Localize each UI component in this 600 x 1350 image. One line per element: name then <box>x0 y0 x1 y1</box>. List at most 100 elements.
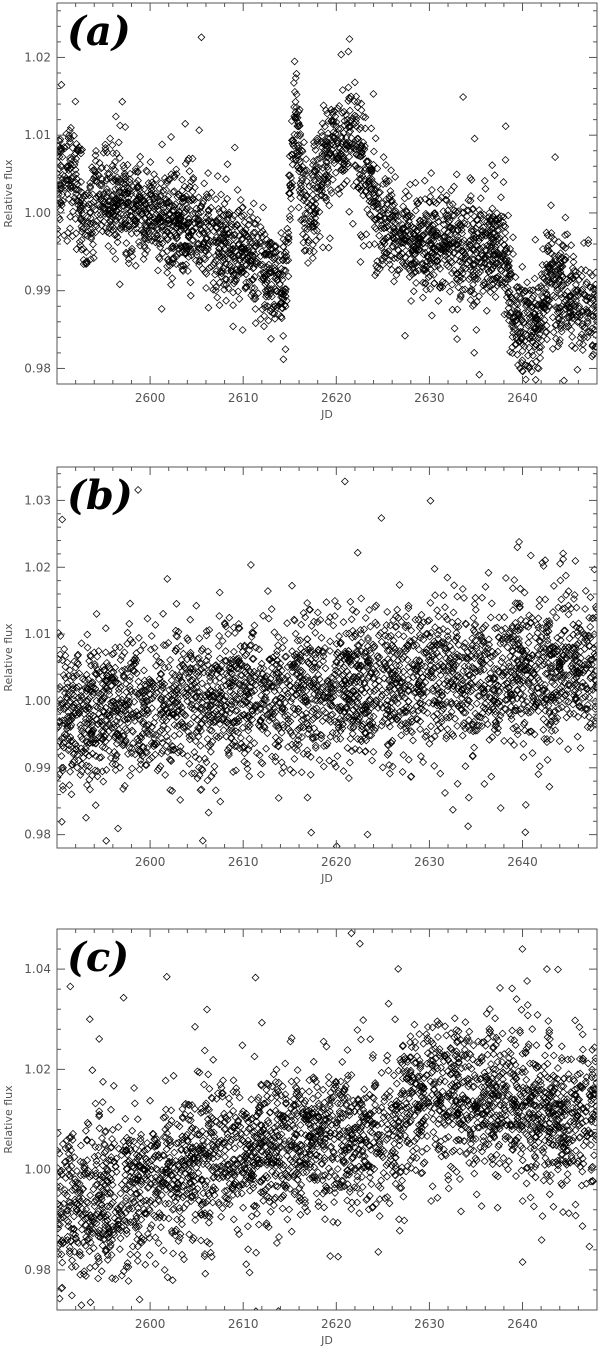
data-point <box>529 694 538 703</box>
data-point <box>367 167 376 176</box>
data-point <box>270 302 279 311</box>
data-point <box>251 672 260 681</box>
data-point <box>178 265 187 274</box>
data-point <box>145 198 154 207</box>
data-point <box>271 248 280 257</box>
data-point <box>385 722 394 731</box>
data-point <box>397 689 406 697</box>
data-point <box>230 231 239 240</box>
data-point <box>349 722 358 731</box>
data-point <box>470 236 479 244</box>
data-point <box>528 294 536 303</box>
data-point <box>290 113 299 122</box>
data-point <box>370 726 379 735</box>
data-point <box>387 252 396 261</box>
data-point <box>61 176 70 185</box>
data-point <box>378 717 387 726</box>
data-point <box>194 216 203 225</box>
data-point <box>287 194 295 203</box>
data-point <box>283 619 292 628</box>
data-point <box>259 263 268 272</box>
data-point <box>311 743 320 752</box>
data-point <box>311 214 320 223</box>
data-point <box>527 303 536 312</box>
data-point <box>108 207 117 216</box>
data-point <box>323 177 332 186</box>
data-point <box>57 180 65 189</box>
data-point <box>72 742 81 751</box>
data-point <box>556 275 565 284</box>
data-point <box>211 195 220 204</box>
data-point <box>436 640 444 649</box>
data-point <box>350 97 359 106</box>
data-point <box>223 266 232 275</box>
data-point <box>233 220 241 229</box>
data-point <box>382 195 391 204</box>
data-point <box>341 647 350 656</box>
data-point <box>256 223 265 231</box>
data-point <box>178 175 187 184</box>
data-point <box>421 662 430 671</box>
data-point <box>179 769 188 778</box>
data-point <box>428 684 437 693</box>
data-point <box>121 190 130 199</box>
data-point <box>285 212 294 221</box>
data-point <box>330 612 339 620</box>
data-point <box>247 641 256 650</box>
data-point <box>537 322 546 331</box>
data-point <box>453 592 462 601</box>
data-point <box>216 268 224 277</box>
data-point <box>248 276 257 285</box>
data-point <box>481 184 490 193</box>
data-point <box>93 665 102 674</box>
data-point <box>141 221 150 230</box>
data-point <box>553 283 562 292</box>
data-point <box>481 245 490 254</box>
data-point <box>377 514 386 522</box>
data-point <box>434 296 443 305</box>
data-point <box>113 196 122 205</box>
data-point <box>320 149 329 158</box>
data-point <box>86 785 94 794</box>
data-point <box>290 130 299 139</box>
data-point <box>295 105 304 114</box>
data-point <box>511 340 520 349</box>
data-point <box>588 655 597 664</box>
data-point <box>113 238 122 247</box>
data-point <box>125 178 134 186</box>
data-point <box>379 153 388 162</box>
data-point <box>559 309 568 318</box>
data-point <box>118 97 127 106</box>
data-point <box>119 671 128 680</box>
data-point <box>555 314 564 323</box>
data-point <box>240 211 249 220</box>
data-point <box>468 245 477 254</box>
data-point <box>270 683 278 691</box>
data-point <box>468 662 477 671</box>
data-point <box>336 638 345 647</box>
data-point <box>337 132 346 141</box>
data-point <box>583 292 592 301</box>
data-point <box>169 745 178 754</box>
data-point <box>383 199 392 208</box>
data-point <box>131 261 140 270</box>
data-point <box>140 666 148 675</box>
data-point <box>271 733 280 742</box>
data-point <box>212 283 221 292</box>
data-point <box>546 264 555 273</box>
data-point <box>369 712 378 721</box>
data-point <box>83 213 92 222</box>
data-point <box>564 745 573 754</box>
data-point <box>76 696 85 705</box>
data-point <box>370 180 379 189</box>
data-point <box>399 751 408 759</box>
data-point <box>57 142 63 151</box>
data-point <box>492 232 501 241</box>
data-point <box>530 274 539 283</box>
data-point <box>78 194 87 203</box>
data-point <box>505 311 514 320</box>
data-point <box>379 237 388 246</box>
data-point <box>123 664 132 673</box>
data-point <box>74 693 83 702</box>
data-point <box>505 266 514 275</box>
